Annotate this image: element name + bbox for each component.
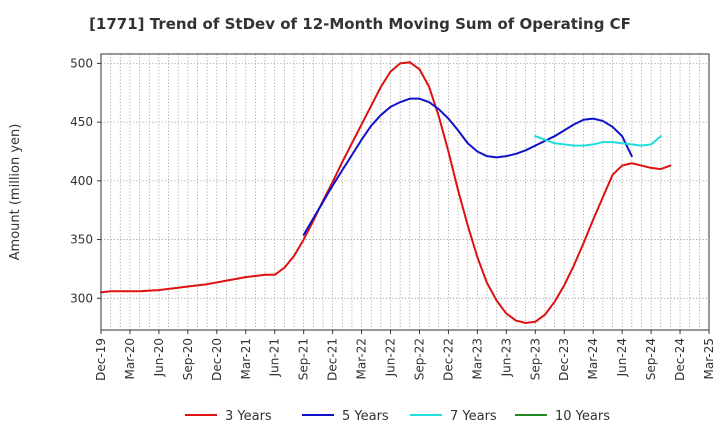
x-tick-label: Dec-23 [557, 338, 571, 381]
x-tick-label: Sep-22 [412, 338, 426, 380]
x-tick-label: Dec-22 [441, 338, 455, 381]
y-axis-ticks: 300 350 400 450 500 [70, 56, 101, 305]
legend: 3 Years 5 Years 7 Years 10 Years [185, 409, 610, 424]
series-line-3-years [100, 61, 672, 324]
y-tick-label: 500 [70, 56, 93, 70]
x-tick-label: Mar-25 [702, 338, 716, 379]
grid [100, 54, 710, 330]
x-tick-label: Mar-22 [355, 338, 369, 379]
x-tick-label: Mar-20 [123, 338, 137, 379]
x-tick-label: Mar-23 [470, 338, 484, 379]
x-tick-label: Sep-20 [181, 338, 195, 380]
legend-label-3-years: 3 Years [225, 409, 272, 424]
plot-area [101, 54, 709, 330]
x-tick-label: Jun-24 [615, 338, 629, 377]
series-line-7-years [534, 135, 662, 147]
y-tick-label: 450 [70, 115, 93, 129]
x-tick-label: Sep-24 [644, 338, 658, 380]
x-tick-label: Jun-23 [499, 338, 513, 377]
x-tick-label: Sep-21 [297, 338, 311, 380]
x-tick-label: Dec-19 [94, 338, 108, 381]
x-tick-label: Mar-24 [586, 338, 600, 379]
x-tick-label: Dec-21 [326, 338, 340, 381]
chart-title: [1771] Trend of StDev of 12-Month Moving… [89, 15, 631, 33]
x-tick-label: Dec-20 [210, 338, 224, 381]
y-tick-label: 350 [70, 233, 93, 247]
plot-frame [100, 53, 710, 331]
series-lines [100, 61, 672, 324]
x-tick-label: Jun-21 [268, 338, 282, 377]
y-axis-label: Amount (million yen) [8, 124, 23, 261]
x-tick-label: Jun-20 [152, 338, 166, 377]
y-tick-label: 300 [70, 291, 93, 305]
x-tick-label: Jun-22 [384, 338, 398, 377]
x-tick-label: Sep-23 [528, 338, 542, 380]
legend-label-7-years: 7 Years [450, 409, 497, 424]
legend-label-5-years: 5 Years [342, 409, 389, 424]
x-axis-ticks: Dec-19 Mar-20 Jun-20 Sep-20 Dec-20 Mar-21 Jun-… [94, 330, 716, 381]
y-tick-label: 400 [70, 174, 93, 188]
legend-label-10-years: 10 Years [555, 409, 610, 424]
x-tick-label: Dec-24 [673, 338, 687, 381]
x-tick-label: Mar-21 [239, 338, 253, 379]
series-line-5-years [302, 97, 633, 236]
